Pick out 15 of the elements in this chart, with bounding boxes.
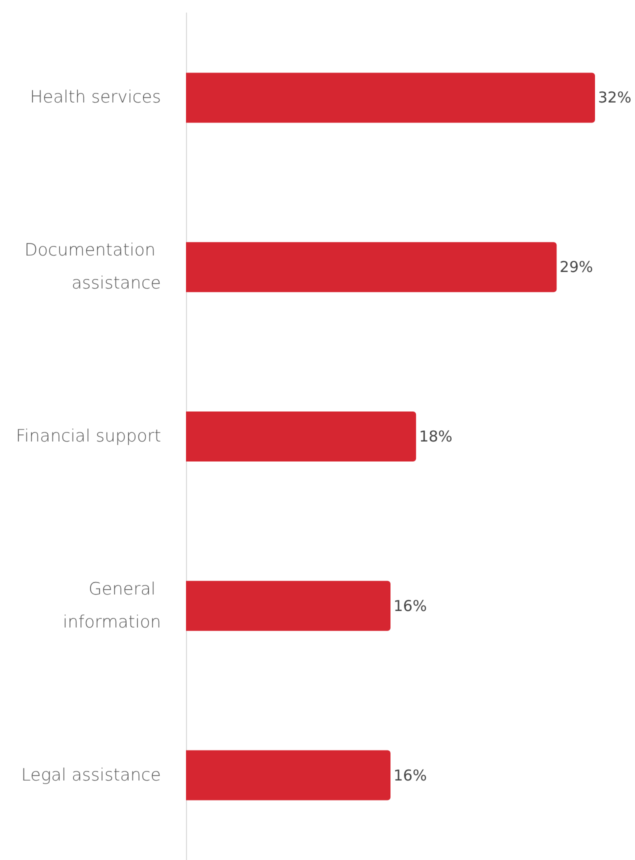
data-label: 16% [394, 596, 427, 615]
y-tick-label: Legal assistance [21, 765, 161, 786]
bar [186, 242, 557, 292]
bar [186, 580, 390, 631]
bar [186, 750, 390, 800]
data-label: 29% [560, 258, 593, 276]
y-tick-label: Health services [30, 88, 161, 108]
data-label: 16% [394, 766, 427, 784]
y-tick-label: Financial support [16, 426, 161, 446]
bar [186, 72, 595, 123]
data-label: 32% [598, 88, 632, 107]
y-tick-label: General information [62, 579, 161, 632]
data-label: 18% [419, 428, 452, 446]
bar [186, 412, 416, 462]
y-tick-label: Documentation assistance [24, 240, 161, 294]
